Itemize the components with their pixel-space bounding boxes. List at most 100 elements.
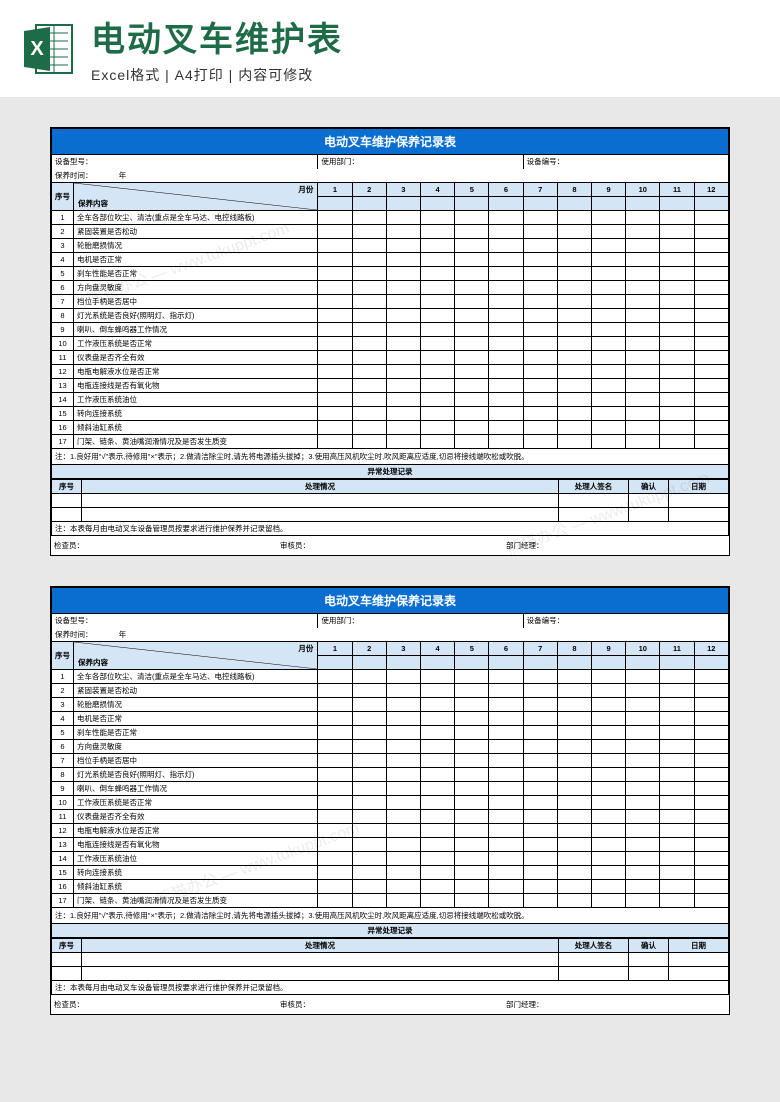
check-cell[interactable] [420,351,454,365]
check-cell[interactable] [557,393,591,407]
check-cell[interactable] [318,379,352,393]
check-cell[interactable] [352,670,386,684]
check-cell[interactable] [592,225,626,239]
check-cell[interactable] [626,351,660,365]
check-cell[interactable] [592,351,626,365]
check-cell[interactable] [420,323,454,337]
check-cell[interactable] [592,670,626,684]
check-cell[interactable] [592,866,626,880]
check-cell[interactable] [523,267,557,281]
check-cell[interactable] [660,225,694,239]
check-cell[interactable] [489,379,523,393]
check-cell[interactable] [489,740,523,754]
check-cell[interactable] [318,309,352,323]
check-cell[interactable] [592,684,626,698]
check-cell[interactable] [352,796,386,810]
check-cell[interactable] [694,852,728,866]
check-cell[interactable] [660,435,694,449]
check-cell[interactable] [489,407,523,421]
check-cell[interactable] [592,698,626,712]
check-cell[interactable] [352,351,386,365]
check-cell[interactable] [489,894,523,908]
check-cell[interactable] [660,323,694,337]
check-cell[interactable] [352,393,386,407]
check-cell[interactable] [592,407,626,421]
check-cell[interactable] [626,393,660,407]
check-cell[interactable] [352,253,386,267]
check-cell[interactable] [557,782,591,796]
check-cell[interactable] [694,712,728,726]
check-cell[interactable] [557,337,591,351]
check-cell[interactable] [660,281,694,295]
check-cell[interactable] [557,309,591,323]
check-cell[interactable] [420,754,454,768]
check-cell[interactable] [660,295,694,309]
check-cell[interactable] [455,754,489,768]
check-cell[interactable] [420,726,454,740]
check-cell[interactable] [592,435,626,449]
check-cell[interactable] [489,824,523,838]
check-cell[interactable] [318,670,352,684]
check-cell[interactable] [523,866,557,880]
check-cell[interactable] [420,824,454,838]
check-cell[interactable] [660,351,694,365]
check-cell[interactable] [523,295,557,309]
check-cell[interactable] [626,796,660,810]
check-cell[interactable] [318,351,352,365]
check-cell[interactable] [626,211,660,225]
check-cell[interactable] [420,740,454,754]
check-cell[interactable] [420,698,454,712]
check-cell[interactable] [386,712,420,726]
check-cell[interactable] [420,866,454,880]
check-cell[interactable] [523,351,557,365]
check-cell[interactable] [694,810,728,824]
check-cell[interactable] [523,281,557,295]
check-cell[interactable] [523,337,557,351]
check-cell[interactable] [523,435,557,449]
check-cell[interactable] [352,337,386,351]
check-cell[interactable] [660,393,694,407]
check-cell[interactable] [455,295,489,309]
check-cell[interactable] [626,684,660,698]
check-cell[interactable] [352,894,386,908]
check-cell[interactable] [592,309,626,323]
check-cell[interactable] [694,754,728,768]
check-cell[interactable] [352,267,386,281]
check-cell[interactable] [455,393,489,407]
check-cell[interactable] [557,211,591,225]
check-cell[interactable] [694,211,728,225]
check-cell[interactable] [386,211,420,225]
check-cell[interactable] [386,740,420,754]
check-cell[interactable] [318,323,352,337]
check-cell[interactable] [592,323,626,337]
check-cell[interactable] [352,712,386,726]
check-cell[interactable] [318,267,352,281]
check-cell[interactable] [420,309,454,323]
check-cell[interactable] [455,670,489,684]
check-cell[interactable] [489,684,523,698]
check-cell[interactable] [626,253,660,267]
check-cell[interactable] [352,407,386,421]
check-cell[interactable] [694,337,728,351]
check-cell[interactable] [455,379,489,393]
check-cell[interactable] [626,239,660,253]
check-cell[interactable] [694,365,728,379]
check-cell[interactable] [626,894,660,908]
check-cell[interactable] [557,852,591,866]
check-cell[interactable] [523,253,557,267]
check-cell[interactable] [557,866,591,880]
check-cell[interactable] [660,379,694,393]
check-cell[interactable] [420,880,454,894]
check-cell[interactable] [489,435,523,449]
check-cell[interactable] [352,768,386,782]
check-cell[interactable] [352,365,386,379]
check-cell[interactable] [557,712,591,726]
check-cell[interactable] [318,239,352,253]
check-cell[interactable] [489,225,523,239]
check-cell[interactable] [694,239,728,253]
check-cell[interactable] [386,698,420,712]
check-cell[interactable] [694,824,728,838]
check-cell[interactable] [420,435,454,449]
check-cell[interactable] [626,852,660,866]
check-cell[interactable] [489,726,523,740]
